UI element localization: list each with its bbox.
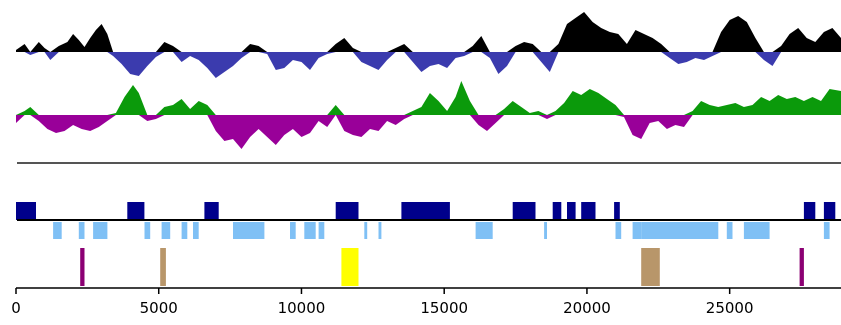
forward-feature xyxy=(803,202,816,220)
reverse-feature xyxy=(641,222,719,239)
reverse-feature xyxy=(544,222,547,239)
reverse-feature xyxy=(93,222,108,239)
reverse-feature xyxy=(378,222,382,239)
axis-ticks: 0 5000 10000 15000 20000 25000 xyxy=(11,288,754,317)
reverse-feature xyxy=(78,222,85,239)
forward-feature xyxy=(204,202,219,220)
annotated-feature-yellow xyxy=(341,248,359,286)
forward-feature xyxy=(581,202,596,220)
axis-tick-label: 0 xyxy=(11,299,21,317)
reverse-feature xyxy=(823,222,830,239)
forward-feature xyxy=(823,202,836,220)
annotated-feature-purple xyxy=(799,248,804,286)
axis-tick-label: 25000 xyxy=(706,299,754,317)
axis-tick-label: 20000 xyxy=(563,299,611,317)
forward-feature xyxy=(127,202,145,220)
skew1-negative-area xyxy=(16,52,841,78)
skew1-track xyxy=(16,12,841,78)
reverse-feature xyxy=(161,222,171,239)
forward-feature xyxy=(335,202,359,220)
reverse-feature xyxy=(193,222,199,239)
annotated-feature-purple xyxy=(80,248,85,286)
forward-strand-track xyxy=(16,202,836,220)
reverse-feature xyxy=(53,222,62,239)
forward-feature xyxy=(567,202,576,220)
reverse-feature xyxy=(318,222,325,239)
reverse-strand-track xyxy=(53,222,830,239)
reverse-feature xyxy=(726,222,733,239)
axis-tick-label: 5000 xyxy=(140,299,178,317)
skew2-track xyxy=(16,81,841,149)
reverse-feature xyxy=(632,222,642,239)
forward-feature xyxy=(16,202,36,220)
skew2-negative-area xyxy=(16,115,841,149)
axis-tick-label: 10000 xyxy=(278,299,326,317)
reverse-feature xyxy=(615,222,622,239)
axis-tick-label: 15000 xyxy=(420,299,468,317)
annotated-features-track xyxy=(80,248,804,286)
skew1-positive-area xyxy=(16,12,841,52)
reverse-feature xyxy=(475,222,493,239)
forward-feature xyxy=(512,202,536,220)
annotated-feature-tan xyxy=(641,248,660,286)
reverse-feature xyxy=(290,222,296,239)
forward-feature xyxy=(401,202,450,220)
skew2-positive-area xyxy=(16,81,841,115)
reverse-feature xyxy=(233,222,265,239)
reverse-feature xyxy=(144,222,151,239)
reverse-feature xyxy=(364,222,368,239)
reverse-feature xyxy=(743,222,770,239)
annotated-feature-tan xyxy=(160,248,166,286)
reverse-feature xyxy=(304,222,316,239)
x-axis: 0 5000 10000 15000 20000 25000 xyxy=(11,287,841,317)
forward-feature xyxy=(614,202,620,220)
reverse-feature xyxy=(181,222,188,239)
forward-feature xyxy=(552,202,562,220)
